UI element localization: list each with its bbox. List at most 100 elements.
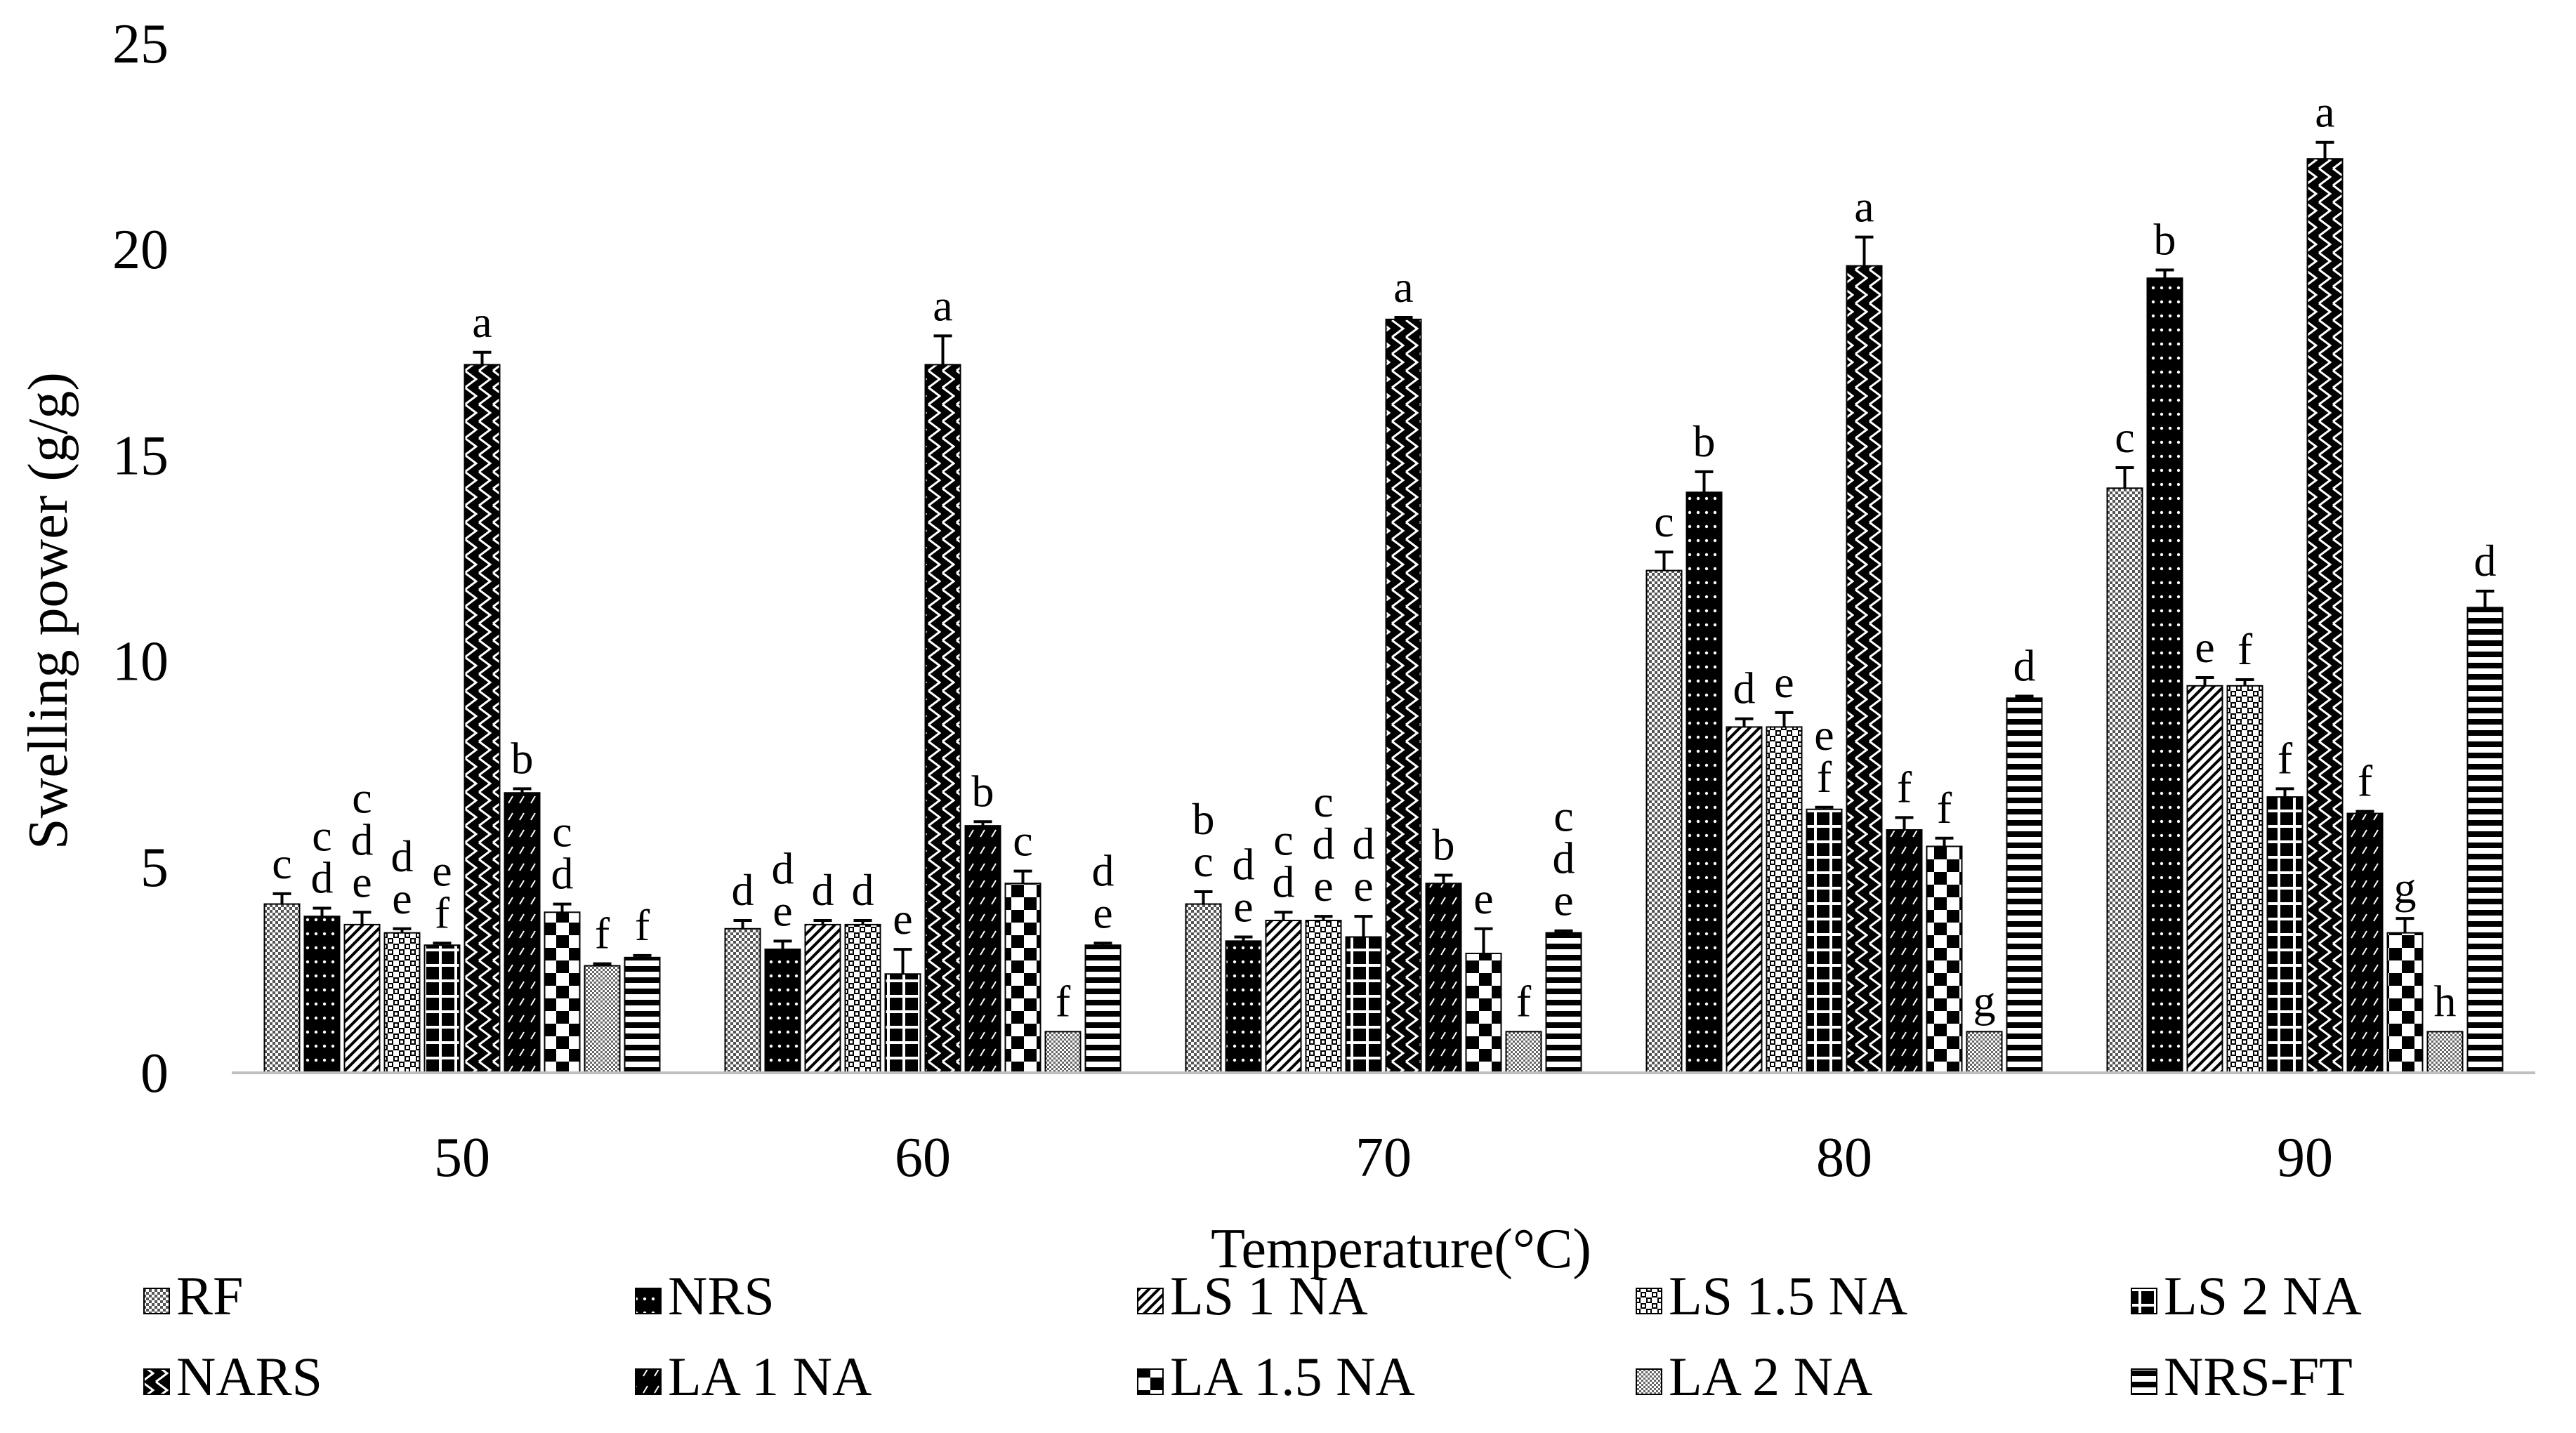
bar <box>504 792 541 1074</box>
significance-label: f <box>2278 733 2293 783</box>
bar <box>2226 685 2263 1074</box>
legend-swatch <box>143 1288 170 1314</box>
significance-label: f <box>2237 624 2253 674</box>
bar <box>1846 265 1883 1074</box>
x-tick-label: 60 <box>895 1127 951 1189</box>
bar <box>2186 685 2223 1074</box>
x-axis-title: Temperature(°C) <box>1211 1218 1591 1280</box>
legend: RF NRS LS 1 NA LS 1.5 NA LS 2 NA NARS LA 1 NA L… <box>143 1265 2362 1407</box>
bar <box>1685 491 1723 1074</box>
bar <box>1966 1031 2003 1074</box>
bar <box>423 944 461 1074</box>
y-tick-label: 0 <box>140 1043 169 1104</box>
legend-swatch <box>1636 1288 1662 1314</box>
bar <box>343 923 381 1074</box>
bar <box>1044 1031 1082 1074</box>
bar <box>2006 697 2043 1074</box>
bar <box>544 911 581 1074</box>
bar <box>464 364 501 1074</box>
legend-swatch <box>635 1368 662 1395</box>
legend-swatch <box>1137 1368 1164 1395</box>
bar <box>1345 936 1382 1074</box>
bar <box>2106 487 2143 1074</box>
legend-swatch <box>635 1288 662 1314</box>
significance-label: g <box>1973 976 1996 1026</box>
legend-label: NARS <box>176 1346 322 1407</box>
significance-label: f <box>1056 976 1071 1026</box>
y-tick-label: 20 <box>112 219 169 281</box>
legend-swatch <box>2131 1368 2157 1395</box>
y-axis-title: Swelling power (g/g) <box>18 372 79 850</box>
bar <box>584 965 621 1074</box>
bar <box>2146 277 2183 1074</box>
legend-swatch <box>1636 1368 1662 1395</box>
significance-label: c <box>1013 816 1032 866</box>
significance-label: b <box>511 733 534 783</box>
bar <box>1385 318 1422 1074</box>
significance-label: f <box>635 900 650 950</box>
significance-label: f <box>1516 976 1532 1026</box>
bar <box>1726 726 1763 1074</box>
significance-label: a <box>472 297 492 347</box>
bar <box>2346 812 2384 1074</box>
legend-label: NRS-FT <box>2164 1346 2353 1407</box>
bar <box>764 949 801 1074</box>
bar <box>263 903 301 1074</box>
x-axis: 50 60 70 80 90 <box>434 1127 2333 1189</box>
significance-label: g <box>2394 863 2417 913</box>
bar <box>884 973 921 1074</box>
significance-label: a <box>1393 262 1413 312</box>
bar <box>1545 932 1582 1074</box>
bar <box>924 364 961 1074</box>
bar <box>964 825 1001 1074</box>
bar <box>624 956 661 1074</box>
bar <box>844 923 881 1074</box>
significance-label: b <box>972 766 994 816</box>
bar <box>1225 940 1262 1074</box>
x-tick-label: 50 <box>434 1127 490 1189</box>
significance-label: e <box>2195 622 2214 672</box>
y-axis: 0 5 10 15 20 25 <box>112 13 169 1104</box>
bar <box>804 923 841 1074</box>
legend-label: NRS <box>668 1265 775 1326</box>
bar <box>383 932 421 1074</box>
legend-label: LS 2 NA <box>2164 1265 2362 1326</box>
legend-label: LA 2 NA <box>1669 1346 1872 1407</box>
significance-label: f <box>595 909 610 958</box>
legend-swatch <box>143 1368 170 1395</box>
bar <box>2426 1031 2464 1074</box>
significance-label: c <box>272 838 291 888</box>
bar <box>1084 944 1122 1074</box>
bar <box>724 927 761 1074</box>
bar <box>1425 883 1462 1074</box>
x-tick-label: 90 <box>2277 1127 2333 1189</box>
significance-label: e <box>1473 873 1493 923</box>
bar <box>1305 920 1342 1074</box>
significance-label: a <box>1854 182 1874 232</box>
bar <box>1004 883 1041 1074</box>
significance-label: f <box>2358 756 2373 806</box>
y-tick-label: 5 <box>140 837 169 899</box>
significance-label: c <box>2115 412 2134 462</box>
significance-label: d <box>2013 640 2036 690</box>
significance-label: d <box>812 865 834 915</box>
significance-label: f <box>1937 783 1952 833</box>
significance-label: a <box>933 280 952 330</box>
significance-label: h <box>2434 976 2457 1026</box>
significance-label: d <box>2474 536 2497 586</box>
bar <box>1926 845 1963 1074</box>
bar <box>1886 829 1923 1074</box>
significance-label: d <box>1733 663 1756 713</box>
significance-label: c <box>1654 496 1674 546</box>
